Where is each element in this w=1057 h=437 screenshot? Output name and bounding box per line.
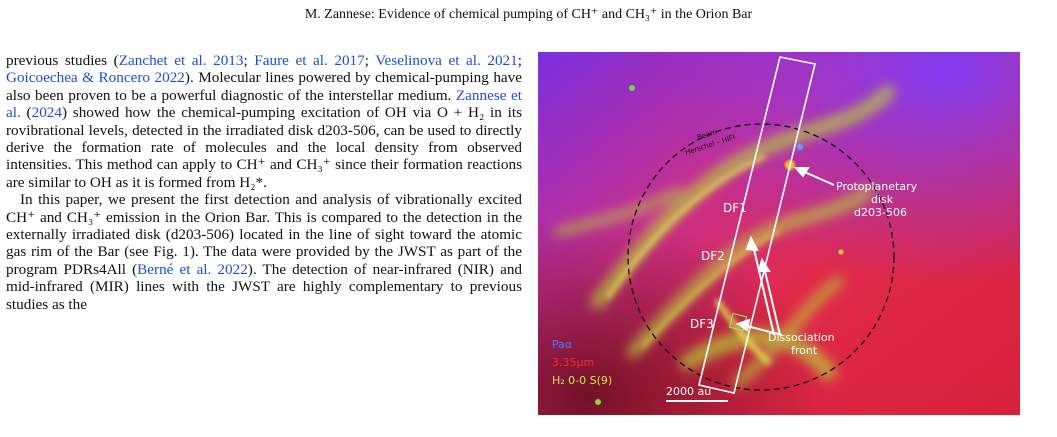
text-run: In this paper, we present the first dete…: [6, 191, 522, 278]
citation-zannese-2024-year[interactable]: 2024: [31, 104, 62, 122]
text-run: ;: [243, 52, 255, 69]
legend-pa-alpha: Paα: [552, 338, 572, 351]
annotation-arrows: [735, 167, 835, 336]
text-run: ). Molecular lines powered by chemical-p…: [6, 69, 523, 104]
paragraph-2: In this paper, we present the first dete…: [6, 191, 522, 313]
herschel-beam-circle: [627, 123, 895, 391]
text-run: ;: [364, 52, 376, 69]
body-text-column: previous studies (Zanchet et al. 2013; F…: [6, 52, 522, 313]
scale-bar-label: 2000 au: [666, 385, 711, 398]
legend-h2: H₂ 0-0 S(9): [552, 374, 612, 387]
nirspec-slit-box: [698, 56, 816, 394]
star-2: [797, 144, 803, 150]
df1-label: DF1: [723, 201, 747, 215]
citation-zanchet-2013[interactable]: Zanchet et al. 2013: [118, 52, 244, 69]
text-run: ). The detection of near-infrared (NIR) …: [6, 260, 523, 313]
text-run: (: [20, 104, 32, 122]
text-run: ;: [517, 52, 522, 69]
star-1: [629, 85, 635, 91]
orion-bar-composite: Beam Herschel – HIFI Protoplanetary disk…: [538, 52, 1020, 415]
disk-label-line-2: disk: [871, 193, 894, 206]
text-run: ) showed how the chemical-pumping excita…: [6, 104, 522, 191]
figure-1-orion-bar-image: Beam Herschel – HIFI Protoplanetary disk…: [538, 52, 1020, 415]
disk-label-line-1: Protoplanetary: [836, 180, 918, 193]
legend-3-35um: 3.35μm: [552, 356, 594, 369]
star-4: [595, 399, 601, 405]
disk-label-line-3: d203-506: [854, 206, 907, 219]
text-run: previous studies (: [6, 52, 119, 69]
dissociation-label-1: Dissociation: [768, 331, 835, 344]
citation-berne-2022[interactable]: Berné et al. 2022: [137, 260, 248, 278]
df3-label: DF3: [690, 317, 714, 331]
dissociation-label-2: front: [791, 344, 818, 357]
paragraph-1: previous studies (Zanchet et al. 2013; F…: [6, 52, 522, 191]
citation-faure-2017[interactable]: Faure et al. 2017: [254, 52, 365, 69]
running-header: M. Zannese: Evidence of chemical pumping…: [304, 7, 753, 22]
star-3: [838, 249, 844, 255]
citation-goicoechea-2022[interactable]: Goicoechea & Roncero 2022: [6, 69, 185, 87]
citation-veselinova-2021[interactable]: Veselinova et al. 2021: [375, 52, 518, 69]
df2-label: DF2: [701, 249, 725, 263]
citation-zannese-2024-author[interactable]: Zannese et al.: [6, 86, 522, 122]
